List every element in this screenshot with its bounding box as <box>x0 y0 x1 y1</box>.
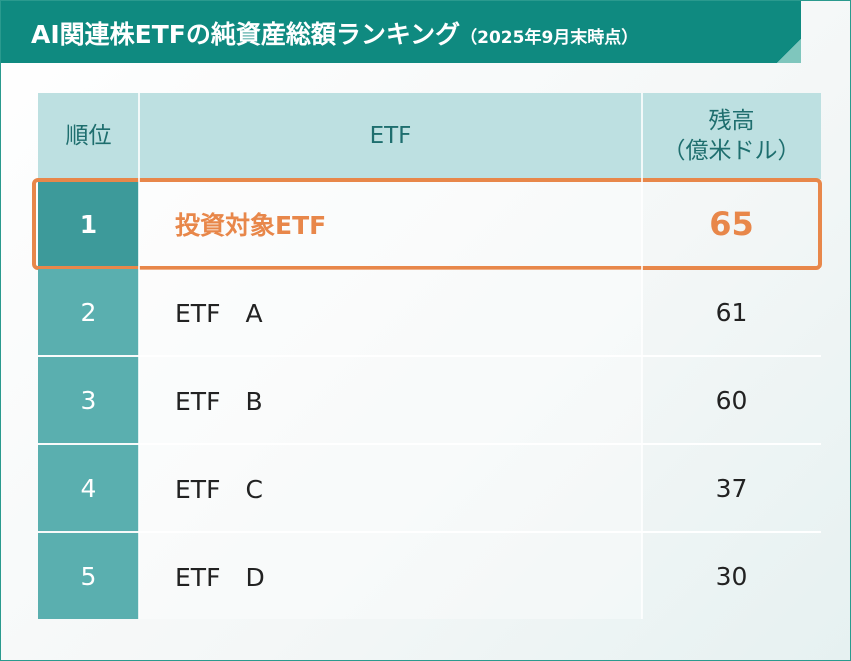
etf-name-cell: ETF C <box>139 445 642 531</box>
subtitle: （2025年9月末時点） <box>460 28 639 48</box>
title-text: AI関連株ETFの純資産総額ランキング <box>31 20 461 49</box>
value-cell: 61 <box>715 297 748 327</box>
title-banner: AI関連株ETFの純資産総額ランキング（2025年9月末時点） <box>1 1 801 63</box>
etf-name-cell: ETF D <box>139 533 642 619</box>
rank-cell: 4 <box>38 445 139 531</box>
column-header: 残高 （億米ドル） <box>642 93 821 179</box>
header-line: （億米ドル） <box>662 138 801 164</box>
title: AI関連株ETFの純資産総額ランキング（2025年9月末時点） <box>31 15 638 51</box>
column-separator <box>641 93 643 619</box>
etf-name-cell: 投資対象ETF <box>139 181 642 267</box>
value-cell: 30 <box>715 561 748 591</box>
rank-cell: 1 <box>38 181 139 267</box>
value-cell: 37 <box>715 473 748 503</box>
etf-name-cell: ETF B <box>139 357 642 443</box>
etf-name-cell: ETF A <box>139 269 642 355</box>
rank-cell: 3 <box>38 357 139 443</box>
column-header: 順位 <box>38 93 139 179</box>
row-separator <box>139 355 821 357</box>
highlight-frame <box>32 178 822 270</box>
rank-cell: 5 <box>38 533 139 619</box>
row-separator <box>139 443 821 445</box>
value-cell: 65 <box>709 205 754 243</box>
header-line: 残高 <box>708 108 755 134</box>
rank-cell: 2 <box>38 269 139 355</box>
value-cell: 60 <box>715 385 748 415</box>
column-separator <box>138 93 140 619</box>
banner-shape <box>1 1 801 63</box>
column-header: ETF <box>139 93 642 179</box>
row-separator <box>139 531 821 533</box>
